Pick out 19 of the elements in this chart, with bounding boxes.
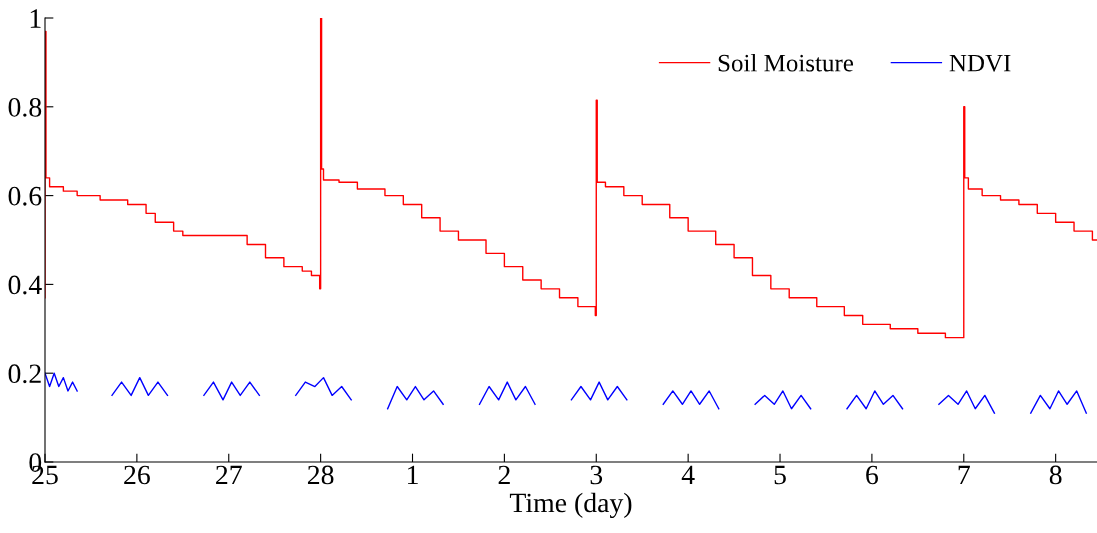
y-tick-label: 0.4 [8,275,42,295]
x-tick-label: 6 [866,465,879,485]
x-axis-title: Time (day) [509,492,632,519]
y-tick-label: 1 [30,9,41,28]
legend-label: NDVI [949,54,1011,72]
y-tick-label: 0.8 [8,97,42,117]
x-tick-label: 8 [1049,465,1062,485]
legend-label: Soil Moisture [718,53,854,72]
x-tick-label: 1 [408,465,418,485]
x-tick-label: 28 [307,465,334,485]
x-tick-label: 4 [681,465,695,485]
x-tick-label: 5 [774,465,786,485]
x-tick-label: 27 [216,465,242,485]
y-tick-label: 0.6 [8,186,42,206]
y-tick-label: 0.2 [8,364,41,384]
x-tick-label: 3 [590,465,603,485]
x-tick-label: 2 [498,465,510,485]
x-tick-label: 26 [124,465,150,485]
x-tick-label: 7 [958,465,970,485]
